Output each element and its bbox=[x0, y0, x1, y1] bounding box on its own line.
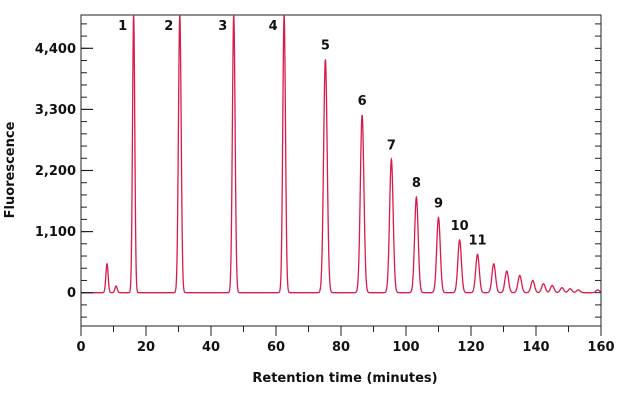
peak-label-4: 4 bbox=[269, 19, 278, 34]
peak-label-8: 8 bbox=[412, 176, 421, 191]
y-tick-label: 0 bbox=[67, 286, 76, 301]
x-tick-label: 60 bbox=[267, 340, 285, 355]
x-tick-label: 0 bbox=[76, 340, 85, 355]
x-tick-label: 160 bbox=[587, 340, 614, 355]
y-tick-label: 1,100 bbox=[35, 225, 76, 240]
x-tick-label: 80 bbox=[332, 340, 350, 355]
peak-label-7: 7 bbox=[387, 138, 396, 153]
peak-label-11: 11 bbox=[468, 233, 486, 248]
x-axis: 0 20 40 60 80 100 120 140 160 bbox=[76, 326, 615, 355]
plot-frame bbox=[80, 14, 602, 327]
x-tick-label: 20 bbox=[137, 340, 155, 355]
y-axis-title: Fluorescence bbox=[3, 121, 18, 218]
x-tick-label: 40 bbox=[202, 340, 220, 355]
x-tick-label: 140 bbox=[522, 340, 549, 355]
peak-label-1: 1 bbox=[118, 19, 127, 34]
peak-label-2: 2 bbox=[164, 19, 173, 34]
plot-area bbox=[80, 14, 602, 327]
peak-label-6: 6 bbox=[358, 94, 367, 109]
peak-label-9: 9 bbox=[434, 197, 443, 212]
x-axis-title: Retention time (minutes) bbox=[252, 371, 437, 386]
y-tick-label: 2,200 bbox=[35, 164, 76, 179]
y-tick-label: 4,400 bbox=[35, 42, 76, 57]
x-tick-label: 100 bbox=[392, 340, 419, 355]
y-tick-label: 3,300 bbox=[35, 103, 76, 118]
peak-label-5: 5 bbox=[321, 38, 330, 53]
y-axis: 0 1,100 2,200 3,300 4,400 bbox=[35, 23, 601, 318]
peak-label-10: 10 bbox=[451, 219, 469, 234]
chromatogram-trace bbox=[81, 14, 602, 294]
x-tick-label: 120 bbox=[457, 340, 484, 355]
peak-label-3: 3 bbox=[218, 19, 227, 34]
